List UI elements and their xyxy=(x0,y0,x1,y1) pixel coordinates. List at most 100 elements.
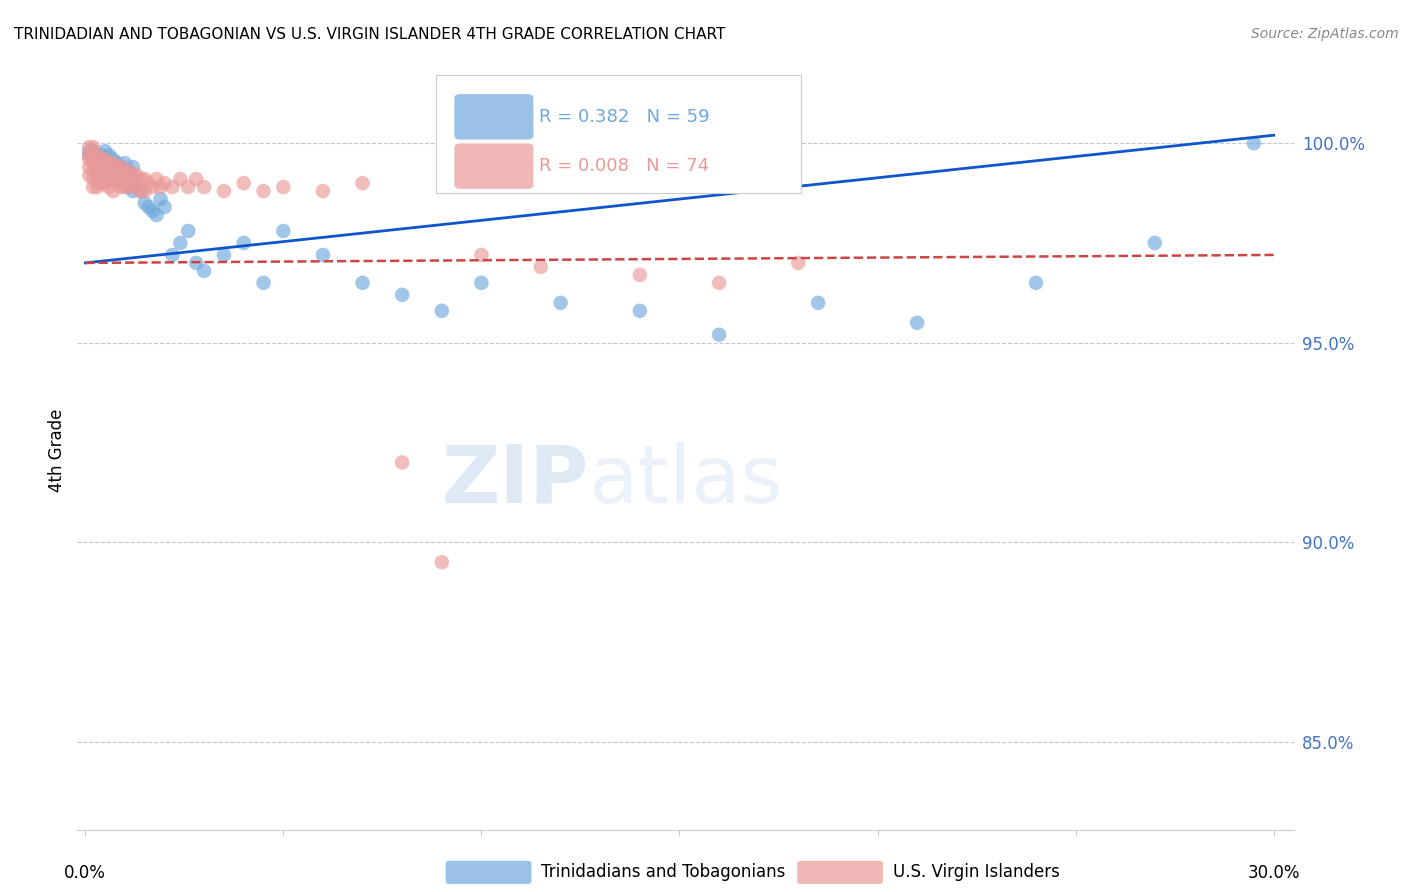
Point xyxy=(430,555,453,569)
Point xyxy=(186,172,208,186)
Point xyxy=(105,164,128,178)
Point xyxy=(252,276,274,290)
Point xyxy=(110,168,132,182)
Point xyxy=(121,180,143,194)
Point xyxy=(98,156,121,170)
FancyBboxPatch shape xyxy=(436,75,801,193)
Point xyxy=(550,295,572,310)
Point xyxy=(86,164,108,178)
Point xyxy=(94,176,117,190)
Point xyxy=(77,148,100,162)
Point xyxy=(162,248,184,262)
Point xyxy=(134,184,156,198)
Point xyxy=(86,156,108,170)
Point xyxy=(470,276,492,290)
Point xyxy=(149,192,172,206)
Point xyxy=(134,172,156,186)
Point xyxy=(129,184,152,198)
Y-axis label: 4th Grade: 4th Grade xyxy=(48,409,66,492)
Point xyxy=(101,172,124,186)
Point xyxy=(77,168,100,182)
Point xyxy=(186,256,208,270)
Point xyxy=(90,160,112,174)
Point xyxy=(273,180,295,194)
FancyBboxPatch shape xyxy=(454,144,533,189)
Point xyxy=(628,303,651,318)
Point xyxy=(82,144,104,158)
Point xyxy=(125,168,148,182)
Point xyxy=(105,156,128,170)
Point xyxy=(707,276,730,290)
Point xyxy=(110,160,132,174)
Point xyxy=(145,172,167,186)
Text: R = 0.008   N = 74: R = 0.008 N = 74 xyxy=(540,157,710,175)
Point xyxy=(77,160,100,174)
Point xyxy=(110,168,132,182)
Point xyxy=(121,184,143,198)
Point xyxy=(90,176,112,190)
Point xyxy=(90,152,112,166)
Point xyxy=(530,260,553,274)
Point xyxy=(177,180,200,194)
Text: U.S. Virgin Islanders: U.S. Virgin Islanders xyxy=(893,863,1060,881)
Point xyxy=(105,168,128,182)
Point xyxy=(169,235,191,250)
Point xyxy=(86,180,108,194)
Point xyxy=(162,180,184,194)
Point xyxy=(94,168,117,182)
Point xyxy=(77,148,100,162)
Point xyxy=(118,180,141,194)
Text: Source: ZipAtlas.com: Source: ZipAtlas.com xyxy=(1251,27,1399,41)
Point xyxy=(114,176,136,190)
Point xyxy=(98,160,121,174)
Point xyxy=(312,184,335,198)
Point xyxy=(430,303,453,318)
Point xyxy=(105,160,128,174)
Point xyxy=(142,204,165,219)
Point xyxy=(82,180,104,194)
Point xyxy=(82,156,104,170)
Point xyxy=(138,200,160,214)
Text: R = 0.382   N = 59: R = 0.382 N = 59 xyxy=(540,108,710,126)
Point xyxy=(90,164,112,178)
Point xyxy=(77,152,100,166)
Point xyxy=(90,148,112,162)
Point xyxy=(90,156,112,170)
Point xyxy=(101,160,124,174)
Text: 0.0%: 0.0% xyxy=(65,864,107,882)
Point xyxy=(86,152,108,166)
Point xyxy=(193,264,215,278)
Point xyxy=(82,148,104,162)
Point xyxy=(1243,136,1265,151)
Point xyxy=(149,180,172,194)
Point xyxy=(121,168,143,182)
Point xyxy=(125,176,148,190)
Text: 30.0%: 30.0% xyxy=(1247,864,1301,882)
Point xyxy=(94,152,117,166)
Point xyxy=(114,172,136,186)
Point xyxy=(98,180,121,194)
Point xyxy=(98,172,121,186)
Point xyxy=(212,184,235,198)
Text: Trinidadians and Tobagonians: Trinidadians and Tobagonians xyxy=(541,863,786,881)
Text: atlas: atlas xyxy=(588,442,783,520)
Point xyxy=(134,196,156,211)
Text: ZIP: ZIP xyxy=(441,442,588,520)
Point xyxy=(101,168,124,182)
Point xyxy=(82,164,104,178)
Point xyxy=(118,164,141,178)
Point xyxy=(110,160,132,174)
Point xyxy=(391,455,413,469)
Point xyxy=(114,180,136,194)
Point xyxy=(232,176,254,190)
Point xyxy=(77,144,100,158)
Point xyxy=(125,180,148,194)
Point xyxy=(470,248,492,262)
Point xyxy=(153,176,176,190)
Point xyxy=(138,176,160,190)
Point xyxy=(312,248,335,262)
Point xyxy=(77,140,100,154)
Point xyxy=(352,276,374,290)
Point xyxy=(807,295,830,310)
Point xyxy=(1143,235,1166,250)
